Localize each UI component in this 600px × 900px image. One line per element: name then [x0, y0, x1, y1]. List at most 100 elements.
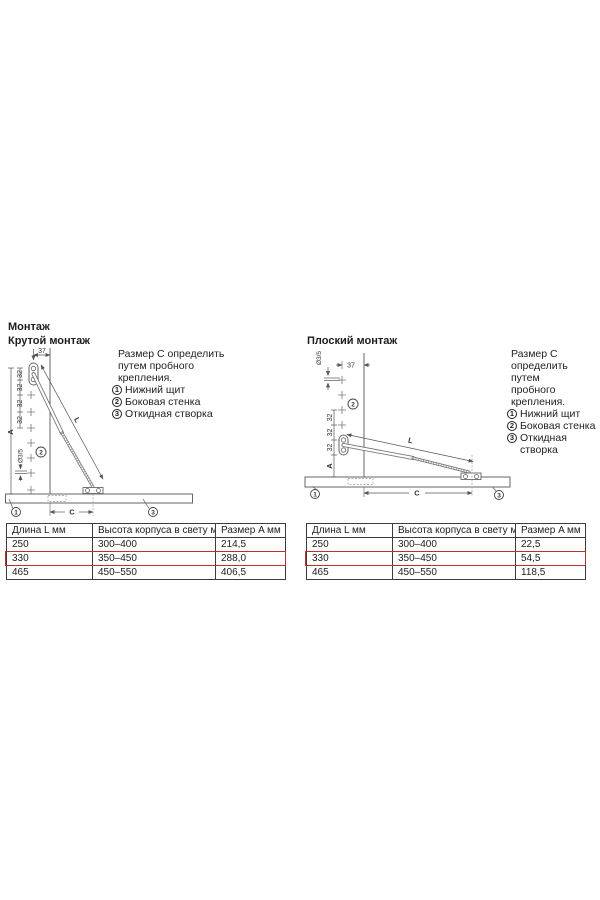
dimension-c: C [363, 489, 473, 498]
dim-a-label: A [325, 463, 334, 469]
table-steep-mounting: Длина L мм Высота корпуса в свету мм Раз… [5, 523, 286, 580]
note-line: Размер C [511, 348, 558, 360]
table-row: 250 300–400 214,5 [6, 537, 286, 552]
note-line: путем пробного [118, 360, 195, 372]
legend-label: Откидная створка [125, 408, 213, 420]
cell: 330 [306, 551, 393, 566]
cell: 300–400 [92, 537, 216, 552]
hidden-edge-dashed [347, 478, 374, 485]
ref-2-marker: 2 [347, 398, 359, 410]
legend-item-2: 2 Боковая стенка [112, 396, 252, 408]
cell: 465 [306, 565, 393, 580]
data-table: Длина L мм Высота корпуса в свету мм Раз… [6, 523, 286, 580]
svg-text:1: 1 [313, 491, 317, 498]
legend-item-2: 2 Боковая стенка [507, 420, 599, 432]
note-line: Размер C определить [118, 348, 225, 360]
diagram-steep-mounting: 37 32 32 32 32 A Ø3/5 [5, 348, 193, 517]
legend-label: Откидная створка [520, 432, 567, 456]
dimension-32-chain [331, 409, 337, 478]
svg-text:1: 1 [14, 509, 18, 516]
col-header-length: Длина L мм [6, 523, 93, 538]
legend-number-1: 1 [507, 409, 517, 419]
note-line: крепления. [118, 372, 173, 384]
page-title: Монтаж [8, 321, 50, 333]
dimension-a [8, 367, 14, 495]
dim-32-label: 32 [17, 416, 24, 424]
hole-diameter-label: Ø3/5 [316, 351, 323, 365]
dim-a-label: A [6, 429, 15, 435]
cell: 350–450 [92, 551, 216, 566]
bottom-bracket [82, 487, 104, 494]
lift-stay [341, 443, 471, 474]
table-header-row: Длина L мм Высота корпуса в свету мм Раз… [306, 523, 586, 538]
svg-text:3: 3 [151, 509, 155, 516]
svg-text:3: 3 [497, 492, 501, 499]
ref-3-marker: 3 [142, 498, 158, 517]
dim-32-label: 32 [327, 414, 334, 422]
dimension-37: 37 [336, 361, 370, 370]
legend-number-1: 1 [112, 385, 122, 395]
hole-diameter-label: Ø3/5 [18, 449, 25, 463]
svg-text:37: 37 [347, 363, 355, 370]
data-table: Длина L мм Высота корпуса в свету мм Раз… [306, 523, 586, 580]
legend-label: Нижний щит [520, 408, 581, 420]
dim-32-label: 32 [327, 444, 334, 452]
dim-l-label: L [407, 436, 414, 446]
ref-2-marker: 2 [35, 446, 47, 458]
legend-item-1: 1 Нижний щит [112, 384, 252, 396]
svg-text:C: C [414, 489, 420, 498]
legend-number-3: 3 [507, 433, 517, 443]
cell: 450–550 [392, 565, 516, 580]
bottom-panel [5, 493, 193, 504]
dimension-l-line [346, 433, 474, 463]
table-row: 465 450–550 118,5 [306, 565, 586, 580]
table-row: 250 300–400 22,5 [306, 537, 586, 552]
cell: 406,5 [215, 565, 286, 580]
cell: 288,0 [215, 551, 286, 566]
col-header-size-a: Размер A мм [215, 523, 286, 538]
dimension-l-line [40, 364, 104, 480]
section-title-steep: Крутой монтаж [8, 335, 90, 347]
svg-text:2: 2 [39, 449, 43, 456]
legend-item-3: 3 Откидная створка [507, 432, 599, 456]
cell: 300–400 [392, 537, 516, 552]
legend-item-3: 3 Откидная створка [112, 408, 252, 420]
note-line: определить путем [511, 360, 568, 384]
hidden-edge-dashed [47, 495, 67, 502]
table-header-row: Длина L мм Высота корпуса в свету мм Раз… [6, 523, 286, 538]
cell: 214,5 [215, 537, 286, 552]
ref-1-marker: 1 [8, 498, 21, 517]
ref-1-marker: 1 [310, 486, 320, 499]
drill-holes [338, 376, 346, 444]
dim-32-label: 32 [327, 429, 334, 437]
legend-label: Боковая стенка [520, 420, 596, 432]
dimension-c: C [49, 508, 94, 517]
dim-32-label: 32 [17, 370, 24, 378]
svg-text:2: 2 [351, 401, 355, 408]
legend-label: Боковая стенка [125, 396, 201, 408]
table-row-highlighted: 330 350–450 288,0 [6, 551, 286, 566]
section-title-flat: Плоский монтаж [307, 335, 398, 347]
table-row-highlighted: 330 350–450 54,5 [306, 551, 586, 566]
legend-number-2: 2 [112, 397, 122, 407]
cell: 54,5 [515, 551, 586, 566]
diagram-flat-mounting: Ø3/5 37 2 32 [304, 351, 511, 500]
bottom-bracket [460, 472, 482, 480]
note-line: крепления. [511, 396, 566, 408]
hole-depth-symbol [15, 464, 27, 481]
note-flat: Размер C определить путем пробного крепл… [507, 348, 599, 456]
legend-label: Нижний щит [125, 384, 186, 396]
note-steep: Размер C определить путем пробного крепл… [112, 348, 252, 420]
dim-l-label: L [72, 416, 82, 425]
cell: 250 [6, 537, 93, 552]
note-line: пробного [511, 384, 556, 396]
col-header-height: Высота корпуса в свету мм [392, 523, 516, 538]
legend-item-1: 1 Нижний щит [507, 408, 599, 420]
cell: 465 [6, 565, 93, 580]
cell: 118,5 [515, 565, 586, 580]
svg-text:C: C [69, 508, 75, 517]
cell: 350–450 [392, 551, 516, 566]
drill-holes [27, 391, 35, 494]
hole-depth-symbol [324, 367, 340, 390]
